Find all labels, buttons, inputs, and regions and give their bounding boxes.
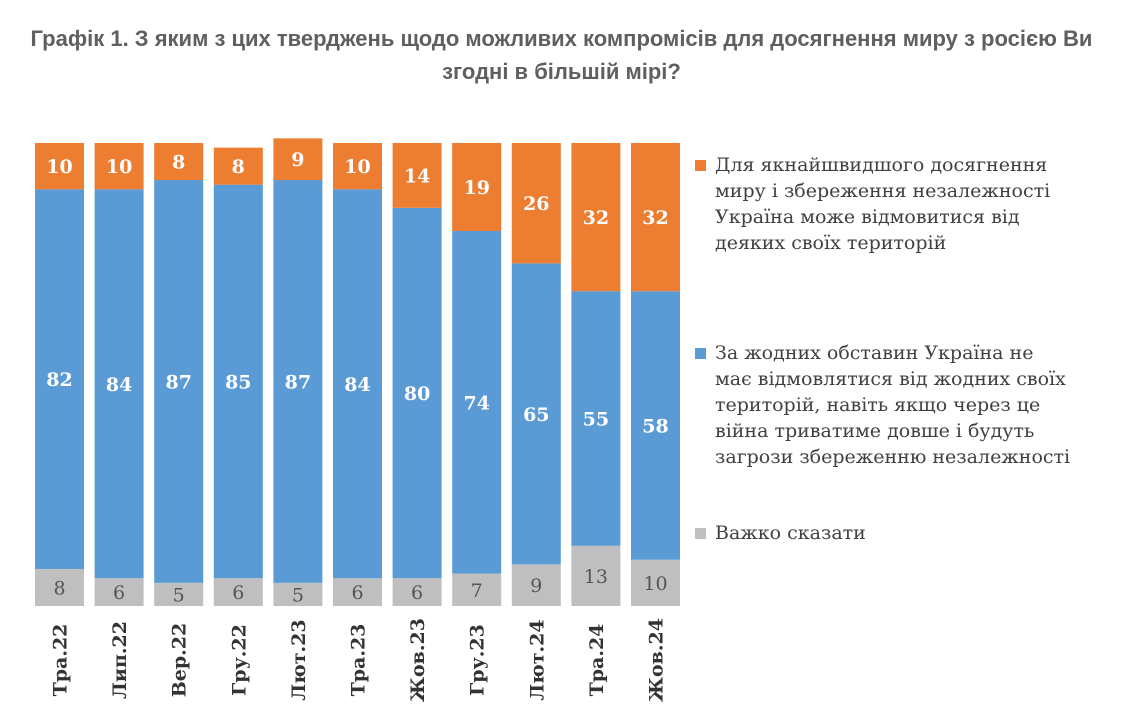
data-label-orange: 19	[463, 177, 489, 199]
data-label-blue: 58	[642, 415, 668, 437]
legend-item-orange: Для якнайшвидшого досягнення миру і збер…	[695, 152, 1075, 256]
data-label-orange: 14	[404, 165, 430, 187]
data-label-blue: 55	[583, 408, 609, 430]
bar-segment-blue	[213, 184, 263, 579]
legend-item-blue: За жодних обставин Україна не має відмов…	[695, 340, 1075, 470]
x-tick-label: Лют.23	[288, 619, 310, 700]
data-label-orange: 10	[106, 156, 132, 178]
data-label-blue: 87	[165, 371, 191, 393]
data-label-gray: 7	[471, 580, 483, 602]
data-label-blue: 84	[106, 374, 132, 396]
data-label-orange: 8	[232, 156, 245, 178]
data-label-blue: 82	[46, 369, 72, 391]
bar-segment-gray	[631, 559, 680, 606]
data-label-blue: 87	[285, 371, 311, 393]
legend-swatch-orange	[695, 160, 706, 171]
bar-segment-blue	[154, 180, 204, 583]
bar-segment-blue	[273, 180, 323, 583]
data-label-gray: 6	[411, 582, 423, 604]
bar-segment-gray	[571, 545, 621, 606]
bar-segment-blue	[392, 207, 442, 579]
bar-segment-blue	[452, 230, 502, 574]
data-label-gray: 9	[530, 575, 542, 597]
data-label-blue: 84	[344, 374, 370, 396]
legend-swatch-gray	[695, 528, 706, 539]
bar-segment-gray	[35, 568, 84, 606]
bar-segment-gray	[511, 564, 561, 606]
x-tick-label: Лип.22	[109, 621, 131, 699]
bar-segment-gray	[154, 582, 204, 606]
data-label-orange: 10	[344, 156, 370, 178]
x-tick-label: Тра.22	[50, 624, 72, 697]
data-label-gray: 13	[584, 566, 608, 588]
bar-segment-orange	[273, 138, 323, 181]
bar-segment-gray	[213, 578, 263, 606]
data-label-orange: 26	[523, 193, 549, 215]
data-label-blue: 80	[404, 383, 430, 405]
x-tick-label: Тра.23	[348, 624, 370, 697]
bar-segment-orange	[333, 143, 382, 190]
bar-segment-gray	[94, 578, 144, 606]
data-label-orange: 10	[46, 156, 72, 178]
legend-item-gray: Важко сказати	[695, 520, 1075, 546]
data-label-blue: 65	[523, 404, 549, 426]
data-label-gray: 6	[351, 582, 363, 604]
bar-segment-orange	[154, 143, 204, 181]
data-label-gray: 5	[292, 584, 304, 606]
bar-segment-orange	[392, 143, 442, 208]
bar-segment-orange	[452, 143, 502, 231]
x-tick-label: Тра.24	[586, 624, 608, 697]
legend-label-orange: Для якнайшвидшого досягнення миру і збер…	[715, 154, 1051, 254]
stacked-bar-chart: 88210Тра.2268410Лип.225878Вер.226858Гру.…	[35, 138, 680, 702]
bar-segment-blue	[511, 263, 561, 565]
bar-segment-orange	[511, 143, 561, 264]
legend-label-blue: За жодних обставин Україна не має відмов…	[715, 342, 1071, 468]
bar-segment-gray	[452, 573, 502, 606]
data-label-gray: 8	[53, 577, 65, 599]
data-label-orange: 32	[583, 207, 609, 229]
bar-segment-blue	[333, 189, 382, 579]
bar-segment-blue	[571, 291, 621, 546]
data-label-gray: 10	[643, 573, 667, 595]
data-label-orange: 32	[642, 207, 668, 229]
chart-title: Графік 1. З яким з цих тверджень щодо мо…	[30, 26, 1093, 84]
data-label-gray: 5	[173, 584, 185, 606]
x-tick-label: Лют.24	[526, 619, 548, 700]
x-tick-label: Гру.22	[228, 624, 250, 696]
bar-segment-gray	[273, 582, 323, 606]
data-label-blue: 74	[463, 392, 489, 414]
bar-segment-orange	[94, 143, 144, 190]
data-label-gray: 6	[113, 582, 125, 604]
bar-segment-gray	[392, 578, 442, 606]
data-label-gray: 6	[232, 582, 244, 604]
x-tick-label: Гру.23	[467, 624, 489, 696]
data-label-orange: 8	[172, 152, 185, 174]
bar-segment-blue	[35, 189, 84, 569]
bar-segment-orange	[571, 143, 621, 292]
data-label-blue: 85	[225, 371, 251, 393]
bar-segment-orange	[631, 143, 680, 292]
x-tick-label: Жов.23	[407, 618, 429, 702]
legend-label-gray: Важко сказати	[715, 522, 866, 544]
bar-segment-orange	[35, 143, 84, 190]
bar-segment-gray	[333, 578, 382, 606]
bar-segment-blue	[94, 189, 144, 579]
data-label-orange: 9	[291, 149, 304, 171]
x-tick-label: Вер.22	[169, 623, 191, 698]
bar-segment-blue	[631, 291, 680, 560]
bar-segment-orange	[213, 147, 263, 185]
x-tick-label: Жов.24	[646, 618, 668, 702]
legend-swatch-blue	[695, 348, 706, 359]
